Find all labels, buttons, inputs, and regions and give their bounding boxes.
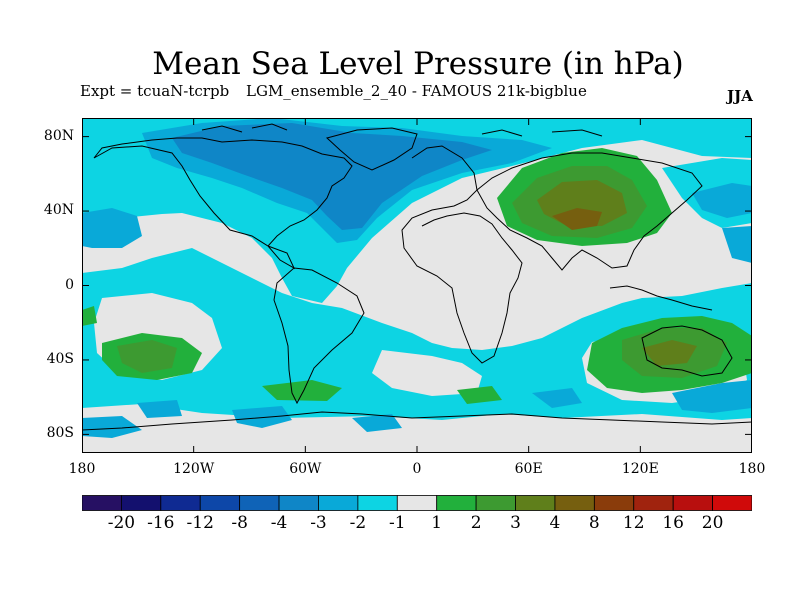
lon-label: 0 [412,461,422,477]
north-america-coast [93,137,353,270]
colorbar-label: -4 [270,513,288,533]
colorbar-swatch [121,495,162,511]
colorbar-swatch [160,495,201,511]
season-label: JJA [727,87,753,105]
colorbar-label: 1 [431,513,443,533]
asia-coast [476,152,703,271]
run-label: LGM_ensemble_2_40 - FAMOUS 21k-bigblue [246,82,587,100]
experiment-label: Expt = tcuaN-tcrpb [80,82,230,100]
colorbar-swatch [357,495,398,511]
lon-label: 180 [738,461,766,477]
colorbar-label: 4 [549,513,561,533]
colorbar-label: -20 [107,513,136,533]
colorbar-swatch [554,495,595,511]
antarctica-coast [82,411,752,431]
lon-label: 120E [621,461,659,477]
lon-label: 60W [289,461,322,477]
colorbar-swatch [712,495,752,511]
lon-label: 120W [173,461,215,477]
anomaly-minus3-regions [172,123,492,230]
colorbar-swatch [593,495,635,511]
colorbar-swatch [396,495,438,511]
lat-label: 80S [46,425,74,442]
colorbar-label: 12 [622,513,645,533]
colorbar-swatch [672,495,713,511]
europe-africa-coast [401,145,523,364]
pressure-map [82,118,752,453]
colorbar-label: -1 [389,513,406,533]
colorbar-swatch [633,495,674,511]
lat-label: 40N [43,202,74,219]
colorbar-swatch [515,495,556,511]
indonesia-coast [609,285,713,311]
colorbar-label: -2 [349,513,367,533]
colorbar-swatch [199,495,241,511]
greenland-coast [325,127,418,171]
map-title: Mean Sea Level Pressure (in hPa) [152,46,684,82]
colorbar-swatch [82,495,122,511]
colorbar-swatch [318,495,359,511]
axis-ticks [82,118,752,453]
colorbar-label: 3 [510,513,521,533]
colorbar-label: -3 [310,513,327,533]
colorbar-label: -8 [231,513,248,533]
coastlines [82,123,752,431]
lon-label: 60E [514,461,543,477]
arctic-islands [201,123,603,137]
colorbar-label: 16 [662,513,684,533]
australia-coast [641,325,733,377]
lat-label: 40S [46,350,74,367]
lon-label: 180 [68,461,96,477]
colorbar-swatch [278,495,319,511]
colorbar [82,495,752,511]
colorbar-label: 20 [701,513,724,533]
lat-label: 0 [65,276,74,293]
colorbar-swatch [436,495,477,511]
colorbar-swatch [475,495,516,511]
colorbar-label: 2 [470,513,482,533]
colorbar-label: -16 [147,513,175,533]
south-america-coast [273,267,365,405]
colorbar-label: -12 [186,513,214,533]
anomaly-plus4-regions [552,208,602,230]
lat-label: 80N [43,127,74,144]
colorbar-label: 8 [588,513,600,533]
colorbar-swatch [239,495,280,511]
